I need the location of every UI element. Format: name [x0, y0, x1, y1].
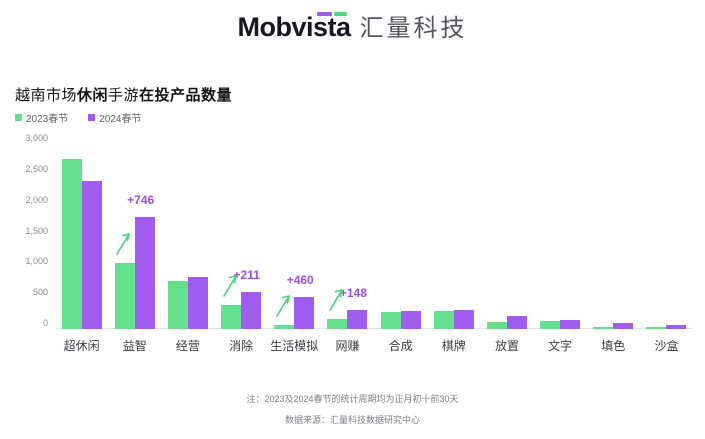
- chart-legend: 2023春节 2024春节: [15, 110, 142, 125]
- delta-annotation: +460: [286, 272, 314, 287]
- legend-item: 2024春节: [88, 110, 142, 125]
- y-axis: 0 500 1,000 1,500 2,000 2,500 3,000: [8, 133, 48, 328]
- bar-2024: [453, 309, 474, 329]
- legend-label: 2024春节: [99, 114, 142, 125]
- bar-2023: [646, 327, 667, 329]
- delta-annotation: +211: [233, 267, 260, 282]
- brand-chinese-text: 汇量科技: [359, 15, 468, 42]
- bar-group: [587, 144, 640, 329]
- legend-item: 2023春节: [15, 110, 68, 125]
- y-tick-label: 1,500: [25, 225, 48, 236]
- bar-2023: [274, 325, 295, 329]
- logo-accent-dashes-icon: [316, 12, 347, 16]
- bar-2024: [187, 277, 208, 329]
- x-category-label: 合成: [388, 339, 413, 353]
- bar-2023: [433, 311, 454, 329]
- growth-arrow-icon: [329, 289, 343, 311]
- footnote-note: 注：2023及2024春节的统计周期均为正月初十前30天: [246, 394, 459, 404]
- mobvista-wordmark: Mobvista: [237, 12, 351, 43]
- bar-2024: [241, 291, 262, 329]
- bar-2024: [613, 323, 634, 329]
- x-category-label: 文字: [548, 339, 573, 353]
- bar-group: +746: [108, 144, 161, 329]
- y-tick-label: 3,000: [25, 133, 48, 143]
- bar-2023: [486, 322, 507, 329]
- bar-group: +460: [268, 144, 321, 329]
- footnote-source: 数据来源：汇量科技数据研究中心: [284, 415, 420, 425]
- title-segment: 手游: [108, 87, 140, 104]
- y-tick-label: 0: [42, 318, 48, 328]
- x-category-label: 超休闲: [63, 339, 100, 353]
- y-tick-label: 2,000: [25, 194, 48, 205]
- growth-arrow-icon: [222, 274, 237, 297]
- bar-group: +148: [321, 144, 374, 329]
- bar-2023: [540, 320, 561, 329]
- x-axis-labels: 超休闲 益智 经营 消除 生活模拟 网赚 合成 棋牌 放置 文字 填色 沙盒: [55, 337, 693, 354]
- bar-2023: [167, 280, 188, 329]
- bar-2023: [114, 263, 135, 329]
- bar-group: [480, 144, 533, 329]
- bar-2023: [327, 318, 348, 329]
- bar-2024: [506, 315, 527, 329]
- title-segment: 休闲: [77, 87, 109, 104]
- x-category-label: 填色: [601, 339, 626, 353]
- x-category-label: 沙盒: [654, 339, 679, 353]
- bar-2023: [380, 312, 401, 329]
- x-category-label: 益智: [122, 339, 147, 353]
- x-category-label: 网赚: [335, 339, 360, 353]
- x-category-label: 消除: [229, 339, 254, 353]
- bar-group: [374, 144, 427, 329]
- x-category-label: 放置: [494, 339, 519, 353]
- green-dash-icon: [333, 12, 347, 16]
- title-segment: 越南市场: [15, 87, 78, 104]
- bar-chart: +746 +211 +460 +148: [55, 144, 693, 329]
- bar-2024: [294, 296, 315, 329]
- legend-swatch-icon: [88, 114, 96, 121]
- bar-2024: [666, 324, 687, 329]
- bar-group: [534, 144, 587, 329]
- plot: +746 +211 +460 +148: [55, 144, 693, 329]
- x-category-label: 棋牌: [441, 339, 466, 353]
- delta-annotation: +746: [127, 193, 155, 208]
- legend-label: 2023春节: [26, 114, 69, 125]
- bar-group: [161, 144, 214, 329]
- title-segment: 在投产品数量: [139, 87, 233, 104]
- delta-annotation: +148: [339, 285, 367, 300]
- legend-swatch-icon: [15, 114, 22, 121]
- bar-2024: [560, 320, 581, 329]
- y-tick-label: 2,500: [25, 163, 48, 174]
- bar-2024: [134, 217, 155, 329]
- bar-group: [427, 144, 480, 329]
- y-tick-label: 1,000: [25, 256, 48, 267]
- bar-2024: [347, 309, 368, 329]
- bar-2023: [221, 304, 242, 329]
- growth-arrow-icon: [116, 233, 130, 255]
- growth-arrow-icon: [275, 295, 290, 318]
- y-tick-label: 500: [32, 287, 48, 298]
- brand-text: Mobvista: [237, 12, 351, 42]
- chart-title: 越南市场休闲手游在投产品数量: [15, 84, 232, 105]
- bar-2024: [81, 181, 102, 329]
- bar-2023: [593, 326, 614, 329]
- header-logo: Mobvista 汇量科技: [0, 8, 705, 43]
- bar-2024: [400, 310, 421, 329]
- x-category-label: 生活模拟: [270, 339, 319, 353]
- bar-group: [55, 144, 108, 329]
- bar-group: [640, 144, 693, 329]
- bar-group: +211: [215, 144, 268, 329]
- x-category-label: 经营: [175, 339, 200, 353]
- purple-dash-icon: [316, 12, 332, 16]
- bar-2023: [61, 158, 82, 329]
